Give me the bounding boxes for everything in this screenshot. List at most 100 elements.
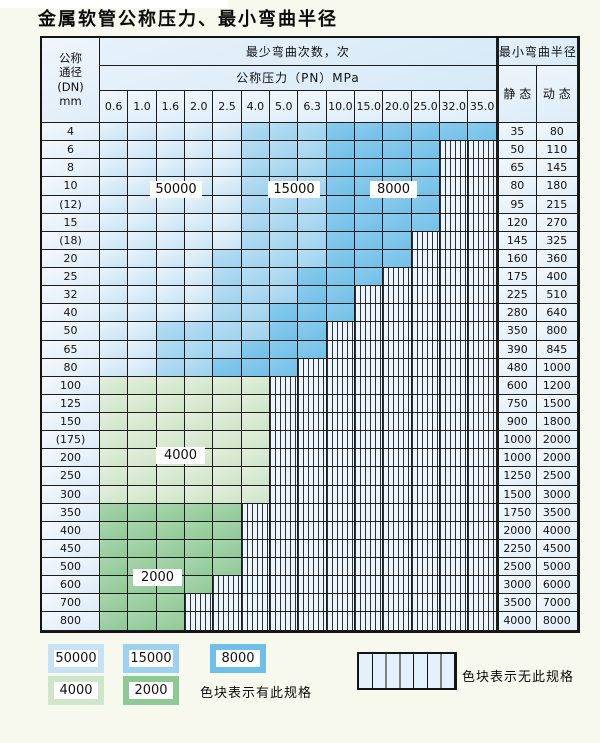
cycles-label-8000: 8000 (370, 181, 417, 198)
static-value-cell: 145 (496, 231, 537, 250)
dynamic-value-cell: 7000 (536, 594, 578, 613)
spec-cell (213, 123, 242, 142)
no-spec-cell (298, 558, 327, 577)
no-spec-cell (355, 467, 384, 486)
no-spec-cell (185, 612, 214, 631)
spec-cell (298, 141, 327, 160)
static-value-cell: 120 (496, 213, 537, 232)
static-value-cell: 280 (496, 304, 537, 323)
static-value-cell: 35 (496, 123, 537, 142)
static-value-cell: 4000 (496, 612, 537, 631)
spec-cell (185, 467, 214, 486)
spec-cell (213, 340, 242, 359)
spec-cell (156, 358, 186, 377)
legend-value: 50000 (55, 651, 97, 666)
spec-cell (298, 195, 327, 214)
pn-value-header: 1.0 (128, 91, 157, 123)
no-spec-cell (468, 376, 497, 395)
spec-cell (270, 159, 299, 178)
spec-cell (355, 123, 384, 142)
spec-cell (213, 231, 242, 250)
no-spec-cell (241, 594, 271, 613)
spec-cell (241, 340, 271, 359)
page-title: 金属软管公称压力、最小弯曲半径 (38, 9, 338, 30)
spec-cell (298, 123, 327, 142)
spec-cell (185, 503, 214, 522)
spec-cell (100, 612, 129, 631)
no-spec-cell (468, 213, 497, 232)
pn-value-header: 25.0 (411, 91, 441, 123)
no-spec-cell (298, 376, 327, 395)
pn-value-header: 5.0 (270, 91, 299, 123)
spec-cell (128, 503, 157, 522)
spec-cell (355, 195, 384, 214)
spec-cell (326, 123, 356, 142)
dn-cell: 250 (42, 467, 100, 486)
no-spec-cell (298, 594, 327, 613)
no-spec-cell (468, 612, 497, 631)
no-spec-cell (411, 249, 441, 268)
no-spec-cell (270, 503, 299, 522)
spec-cell (213, 322, 242, 341)
spec-cell (270, 123, 299, 142)
no-spec-cell (468, 413, 497, 432)
no-spec-cell (440, 268, 469, 287)
no-spec-cell (440, 449, 469, 468)
spec-cell (185, 249, 214, 268)
spec-cell (100, 485, 129, 504)
spec-cell (298, 159, 327, 178)
spec-cell (128, 521, 157, 540)
static-value-cell: 3500 (496, 594, 537, 613)
no-spec-cell (355, 358, 384, 377)
no-spec-cell (298, 431, 327, 450)
spec-cell (383, 249, 412, 268)
no-spec-cell (440, 612, 469, 631)
pn-value-header: 20.0 (383, 91, 412, 123)
spec-cell (128, 159, 157, 178)
spec-cell (241, 413, 271, 432)
spec-cell (128, 249, 157, 268)
no-spec-cell (440, 376, 469, 395)
spec-cell (100, 539, 129, 558)
no-spec-cell (440, 141, 469, 160)
spec-cell (100, 503, 129, 522)
spec-cell (241, 213, 271, 232)
cycles-label-4000: 4000 (156, 447, 205, 464)
spec-cell (298, 213, 327, 232)
spec-cell (185, 304, 214, 323)
spec-cell (298, 249, 327, 268)
bend-radius-header: 最小弯曲半径 (496, 38, 578, 66)
dn-cell: 800 (42, 612, 100, 631)
spec-cell (185, 268, 214, 287)
no-spec-cell (270, 376, 299, 395)
dynamic-value-cell: 180 (536, 177, 578, 196)
spec-cell (298, 231, 327, 250)
spec-cell (156, 231, 186, 250)
dn-cell: 32 (42, 286, 100, 305)
no-spec-cell (383, 594, 412, 613)
no-spec-cell (326, 413, 356, 432)
spec-cell (185, 340, 214, 359)
static-value-cell: 2250 (496, 539, 537, 558)
dn-cell: 50 (42, 322, 100, 341)
spec-cell (213, 485, 242, 504)
spec-cell (213, 449, 242, 468)
dn-cell: 4 (42, 123, 100, 142)
spec-cell (270, 268, 299, 287)
no-spec-cell (468, 286, 497, 305)
no-spec-cell (298, 449, 327, 468)
no-spec-cell (383, 539, 412, 558)
spec-cell (128, 123, 157, 142)
dynamic-value-cell: 1800 (536, 413, 578, 432)
spec-cell (128, 213, 157, 232)
spec-cell (185, 394, 214, 413)
no-spec-cell (411, 268, 441, 287)
no-spec-cell (355, 394, 384, 413)
no-spec-cell (326, 322, 356, 341)
no-spec-cell (326, 503, 356, 522)
spec-cell (156, 467, 186, 486)
no-spec-cell (468, 594, 497, 613)
static-value-cell: 175 (496, 268, 537, 287)
no-spec-cell (270, 449, 299, 468)
dynamic-value-cell: 510 (536, 286, 578, 305)
